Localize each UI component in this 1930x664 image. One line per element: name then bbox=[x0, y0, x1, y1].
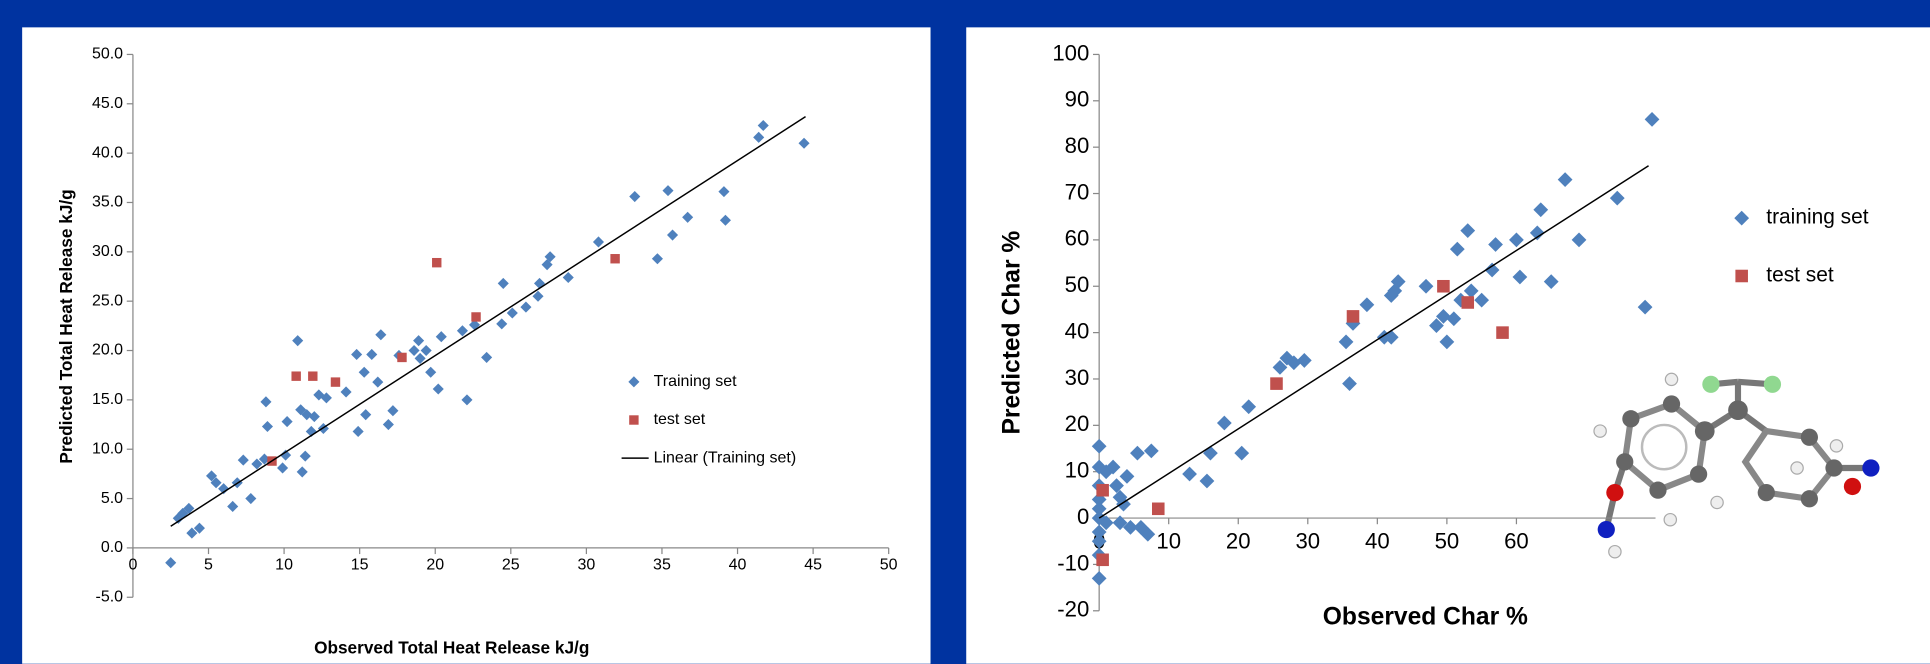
x-tick-label: 15 bbox=[351, 557, 369, 574]
y-tick-label: 35.0 bbox=[92, 194, 123, 211]
x-tick-label: 50 bbox=[880, 557, 898, 574]
y-tick-label: 40.0 bbox=[92, 144, 123, 161]
y-tick-label: 80 bbox=[1065, 133, 1090, 158]
y-tick-label: -5.0 bbox=[96, 588, 124, 605]
point bbox=[1496, 326, 1509, 339]
y-axis-title: Predicted Total Heat Release kJ/g bbox=[56, 189, 76, 463]
y-tick-label: 100 bbox=[1052, 40, 1089, 65]
x-tick-label: 40 bbox=[1365, 528, 1390, 553]
legend-label: test set bbox=[654, 411, 706, 428]
point bbox=[1461, 296, 1474, 309]
y-tick-label: 70 bbox=[1065, 179, 1090, 204]
y-tick-label: 20 bbox=[1065, 411, 1090, 436]
point bbox=[1347, 310, 1360, 323]
y-tick-label: -10 bbox=[1057, 550, 1089, 575]
x-tick-label: 50 bbox=[1435, 528, 1460, 553]
page: -5.0 0.0 5.0 10.0 15.0 20.0 25.0 30.0 35.0 40.0 45… bbox=[0, 0, 1930, 664]
x-tick-label: 30 bbox=[577, 557, 595, 574]
x-tick-label: 20 bbox=[1226, 528, 1251, 553]
point bbox=[1152, 503, 1165, 516]
point bbox=[1437, 280, 1450, 293]
x-tick-label: 30 bbox=[1295, 528, 1320, 553]
point bbox=[610, 254, 619, 263]
y-tick-label: 25.0 bbox=[92, 292, 123, 309]
point bbox=[432, 258, 441, 267]
y-tick-label: 0.0 bbox=[101, 539, 123, 556]
point bbox=[471, 312, 480, 321]
y-tick-label: 0 bbox=[1077, 504, 1089, 529]
x-axis-title: Observed Char % bbox=[1323, 604, 1528, 631]
y-axis-title: Predicted Char % bbox=[999, 231, 1026, 435]
y-tick-label: 10 bbox=[1065, 458, 1090, 483]
y-tick-label: 15.0 bbox=[92, 391, 123, 408]
y-tick-label: 60 bbox=[1065, 226, 1090, 251]
point bbox=[308, 371, 317, 380]
point bbox=[1096, 554, 1109, 567]
y-tick-label: 50.0 bbox=[92, 46, 123, 63]
point bbox=[1096, 484, 1109, 497]
y-tick-label: 90 bbox=[1065, 87, 1090, 112]
x-tick-label: 20 bbox=[426, 557, 444, 574]
x-tick-label: 25 bbox=[502, 557, 520, 574]
y-tick-label: 30.0 bbox=[92, 243, 123, 260]
y-tick-label: 50 bbox=[1065, 272, 1090, 297]
point bbox=[331, 377, 340, 386]
y-tick-label: 40 bbox=[1065, 318, 1090, 343]
legend-key bbox=[629, 415, 638, 424]
y-tick-label: 5.0 bbox=[101, 490, 123, 507]
legend-label: test set bbox=[1766, 264, 1834, 287]
x-tick-label: 40 bbox=[729, 557, 747, 574]
left-panel bbox=[22, 27, 930, 663]
legend-key bbox=[1735, 270, 1748, 283]
legend-label: Linear (Training set) bbox=[654, 449, 797, 466]
x-tick-label: 45 bbox=[804, 557, 822, 574]
y-tick-label: -20 bbox=[1057, 597, 1089, 622]
x-axis-title: Observed Total Heat Release kJ/g bbox=[314, 637, 589, 657]
y-tick-label: 30 bbox=[1065, 365, 1090, 390]
point bbox=[1270, 377, 1283, 390]
x-tick-label: 35 bbox=[653, 557, 671, 574]
x-tick-label: 5 bbox=[204, 557, 213, 574]
y-tick-label: 45.0 bbox=[92, 95, 123, 112]
y-tick-label: 20.0 bbox=[92, 342, 123, 359]
legend-label: Training set bbox=[654, 373, 738, 390]
legend-label: training set bbox=[1766, 206, 1868, 229]
x-tick-label: 10 bbox=[1156, 528, 1181, 553]
x-tick-label: 10 bbox=[275, 557, 293, 574]
x-tick-label: 0 bbox=[128, 557, 137, 574]
x-tick-label: 60 bbox=[1504, 528, 1529, 553]
point bbox=[397, 353, 406, 362]
y-tick-label: 10.0 bbox=[92, 440, 123, 457]
point bbox=[291, 371, 300, 380]
